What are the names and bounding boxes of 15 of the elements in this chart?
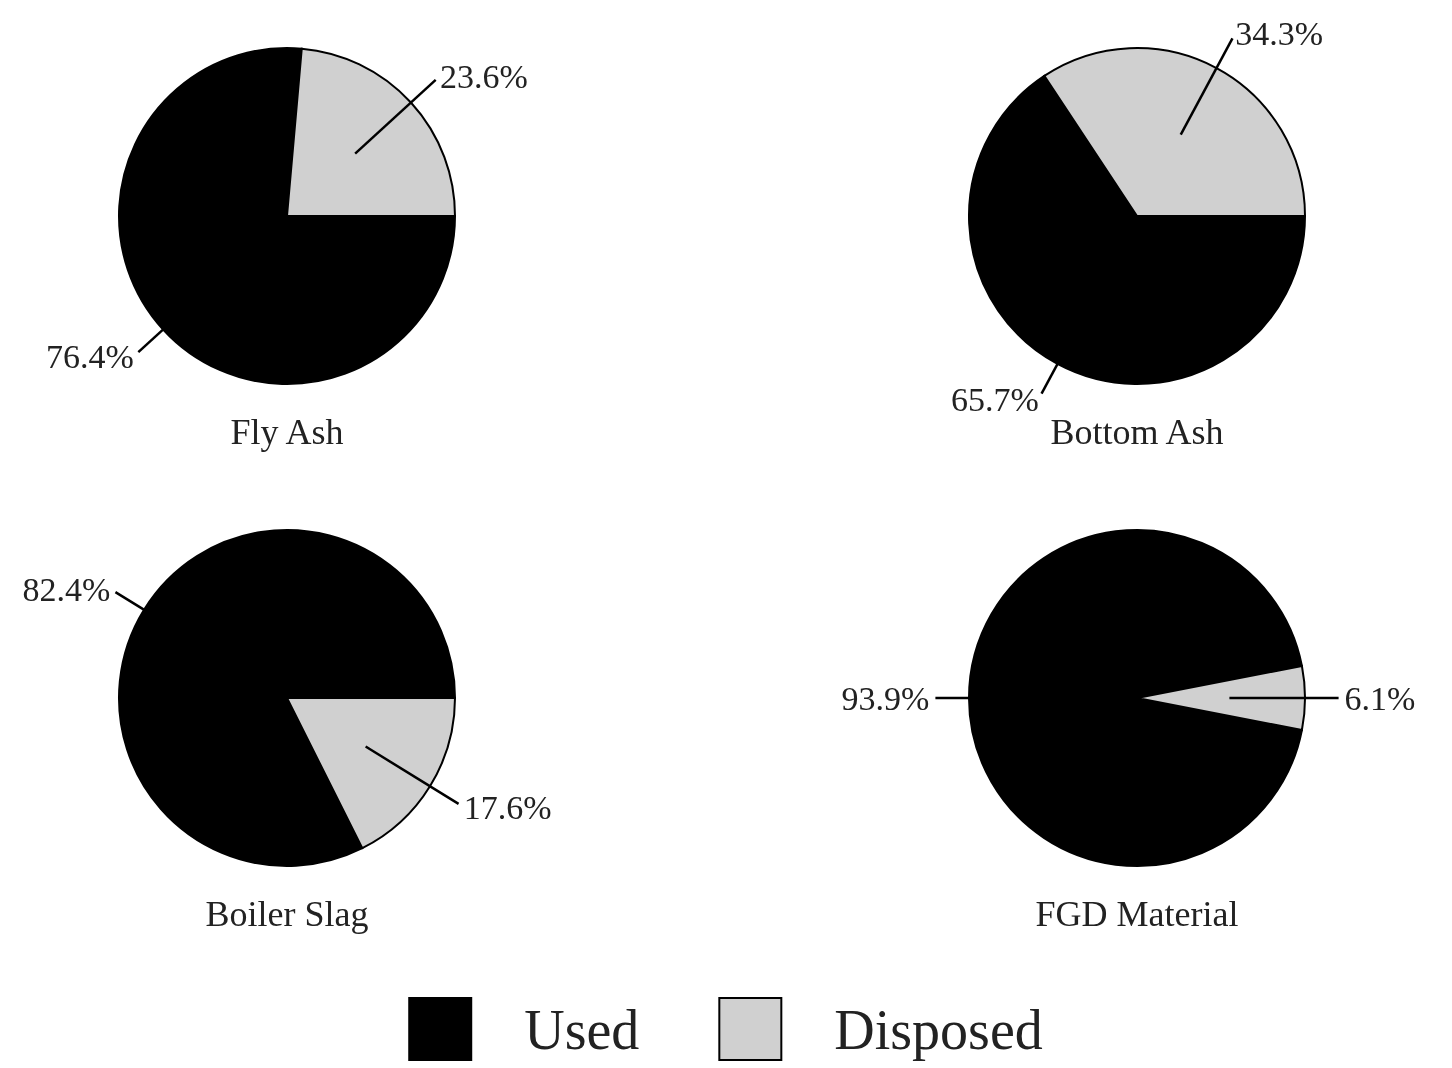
text: Bottom Ash <box>1050 412 1224 452</box>
text: Boiler Slag <box>205 894 369 934</box>
text: Fly Ash <box>230 412 344 452</box>
data-label: 17.6% <box>463 788 552 826</box>
data-label: 65.7% <box>950 380 1039 418</box>
legend-label: Used <box>524 998 640 1061</box>
data-label: 6.1% <box>1344 679 1416 717</box>
pie-slice <box>118 529 456 867</box>
data-label: 34.3% <box>1235 15 1324 53</box>
data-label: 23.6% <box>440 57 528 95</box>
data-label: 82.4% <box>22 570 111 608</box>
data-label: 93.9% <box>841 679 930 717</box>
legend-label: Disposed <box>834 998 1043 1061</box>
text: FGD Material <box>1035 894 1239 934</box>
data-label: 76.4% <box>46 338 134 376</box>
